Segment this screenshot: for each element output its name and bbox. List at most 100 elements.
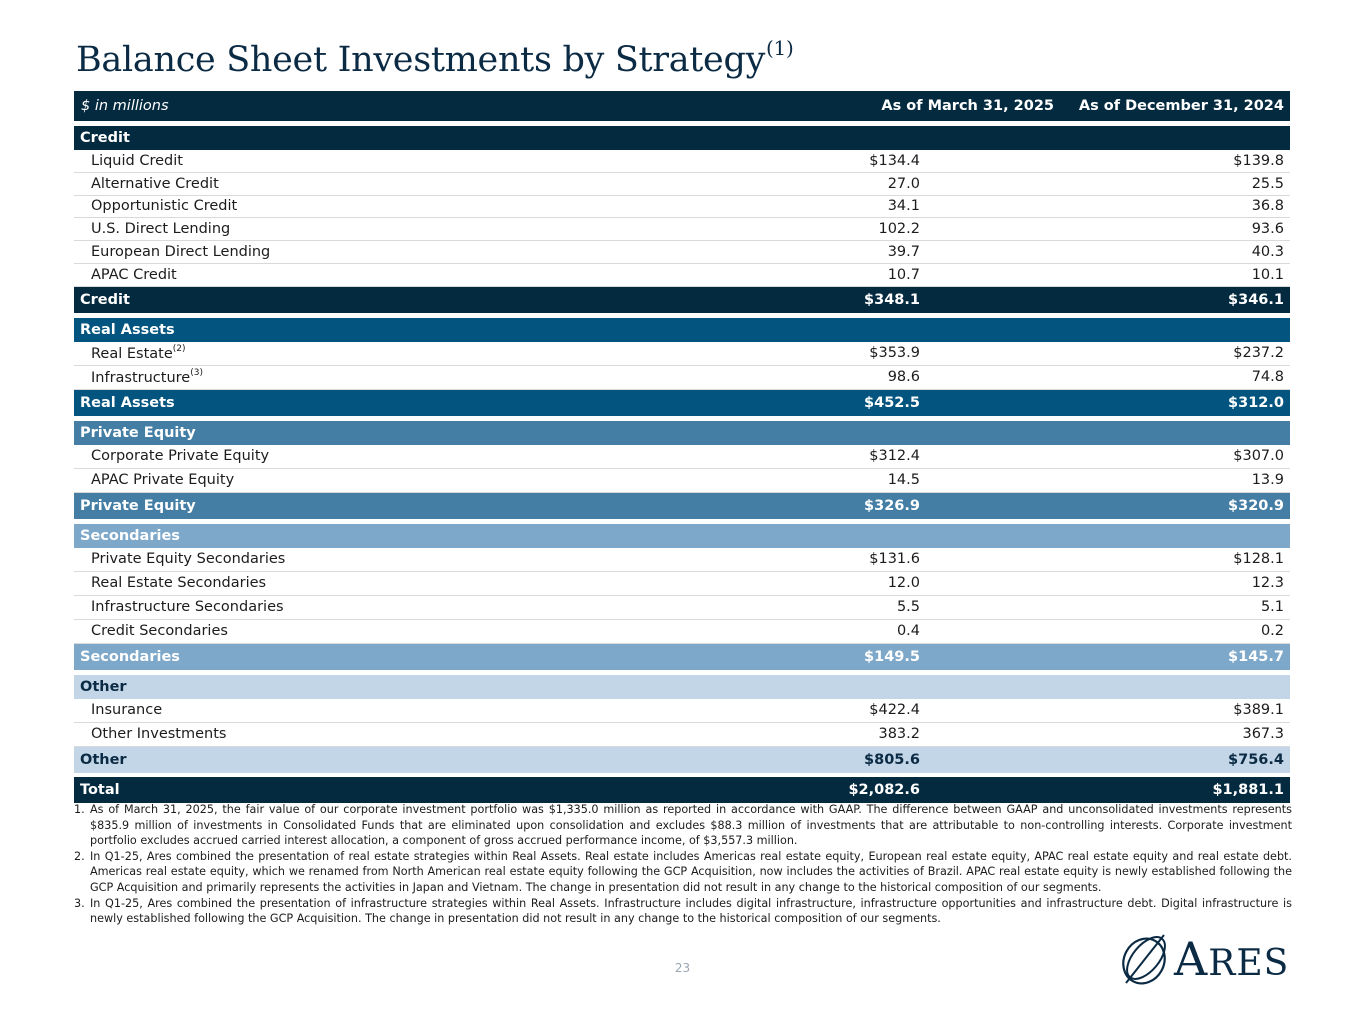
row-value-2024: 13.9 — [1251, 472, 1284, 489]
row-label: Credit Secondaries — [91, 623, 228, 640]
row-value-2024: 12.3 — [1251, 575, 1284, 592]
subtotal-row-credit: Credit $348.1 $346.1 — [74, 286, 1290, 313]
row-value-2024: $237.2 — [1233, 345, 1284, 362]
row-label: Other Investments — [91, 726, 227, 743]
column-header-march-2025: As of March 31, 2025 — [881, 98, 1054, 114]
investments-table: $ in millions As of March 31, 2025 As of… — [74, 91, 1290, 803]
row-value-2025: $353.9 — [869, 345, 920, 362]
table-row: European Direct Lending 39.7 40.3 — [74, 241, 1290, 264]
table-row: Corporate Private Equity $312.4 $307.0 — [74, 445, 1290, 469]
row-value-2025: 383.2 — [878, 726, 920, 743]
section-header-real-assets: Real Assets — [74, 317, 1290, 342]
grand-total-row: Total $2,082.6 $1,881.1 — [74, 776, 1290, 803]
subtotal-value-2025: $452.5 — [864, 394, 920, 411]
table-header: $ in millions As of March 31, 2025 As of… — [74, 91, 1290, 121]
table-row: Liquid Credit $134.4 $139.8 — [74, 150, 1290, 173]
table-row: Insurance $422.4 $389.1 — [74, 699, 1290, 723]
subtotal-label: Real Assets — [80, 394, 175, 411]
footnote-number: 2. — [74, 849, 85, 863]
row-label: Real Estate Secondaries — [91, 575, 267, 592]
subtotal-value-2024: $320.9 — [1228, 497, 1284, 514]
page-title: Balance Sheet Investments by Strategy(1) — [76, 36, 794, 80]
table-row: APAC Private Equity 14.5 13.9 — [74, 469, 1290, 493]
row-value-2024: $139.8 — [1233, 152, 1284, 169]
section-heading: Credit — [80, 130, 130, 146]
ares-logo: ARES — [1120, 930, 1305, 988]
table-row: Other Investments 383.2 367.3 — [74, 723, 1290, 747]
row-value-2025: $422.4 — [869, 702, 920, 719]
section-heading: Real Assets — [80, 321, 175, 338]
subtotal-value-2025: $805.6 — [864, 751, 920, 768]
table-row: U.S. Direct Lending 102.2 93.6 — [74, 218, 1290, 242]
subtotal-label: Credit — [80, 291, 130, 308]
subtotal-row-real-assets: Real Assets $452.5 $312.0 — [74, 389, 1290, 416]
subtotal-value-2024: $145.7 — [1228, 648, 1284, 665]
row-value-2024: 5.1 — [1260, 599, 1284, 616]
row-value-2025: 14.5 — [887, 472, 920, 489]
row-label: Opportunistic Credit — [91, 198, 238, 215]
subtotal-row-other: Other $805.6 $756.4 — [74, 746, 1290, 773]
row-value-2024: 10.1 — [1251, 266, 1284, 283]
footnote-number: 3. — [74, 896, 85, 910]
table-row: APAC Credit 10.7 10.1 — [74, 264, 1290, 287]
table-row: Infrastructure Secondaries 5.5 5.1 — [74, 596, 1290, 620]
subtotal-value-2025: $326.9 — [864, 497, 920, 514]
row-label: European Direct Lending — [91, 244, 271, 261]
footnote: 3. In Q1-25, Ares combined the presentati… — [74, 896, 1292, 927]
subtotal-value-2024: $756.4 — [1228, 751, 1284, 768]
row-value-2024: 0.2 — [1260, 623, 1284, 640]
table-row: Real Estate(2) $353.9 $237.2 — [74, 342, 1290, 366]
row-value-2025: 10.7 — [887, 266, 920, 283]
subtotal-value-2024: $312.0 — [1228, 394, 1284, 411]
table-row: Credit Secondaries 0.4 0.2 — [74, 620, 1290, 644]
row-label-text: Infrastructure — [91, 370, 191, 387]
row-value-2024: 25.5 — [1251, 175, 1284, 192]
row-value-2025: $131.6 — [869, 551, 920, 568]
subtotal-row-secondaries: Secondaries $149.5 $145.7 — [74, 643, 1290, 670]
row-value-2024: $307.0 — [1233, 448, 1284, 465]
row-value-2025: $134.4 — [869, 152, 920, 169]
row-value-2025: 39.7 — [887, 244, 920, 261]
footnotes: 1. As of March 31, 2025, the fair value o… — [74, 802, 1292, 927]
row-value-2024: 40.3 — [1251, 244, 1284, 261]
table-row: Infrastructure(3) 98.6 74.8 — [74, 366, 1290, 390]
ares-logo-wordmark: ARES — [1174, 936, 1289, 982]
row-label: U.S. Direct Lending — [91, 221, 231, 238]
grand-total-label: Total — [80, 781, 120, 798]
row-value-2025: 34.1 — [887, 198, 920, 215]
section-header-credit: Credit — [74, 126, 1290, 150]
subtotal-value-2025: $348.1 — [864, 291, 920, 308]
footnote: 1. As of March 31, 2025, the fair value o… — [74, 802, 1292, 849]
subtotal-row-private-equity: Private Equity $326.9 $320.9 — [74, 492, 1290, 519]
row-label: Insurance — [91, 702, 163, 719]
row-value-2025: 12.0 — [887, 575, 920, 592]
unit-label: $ in millions — [81, 98, 169, 114]
row-value-2025: 98.6 — [887, 369, 920, 386]
footnote-marker: (2) — [172, 344, 186, 355]
footnote-text: In Q1-25, Ares combined the presentation… — [90, 849, 1292, 894]
row-label: Infrastructure Secondaries — [91, 599, 284, 616]
row-label: Liquid Credit — [91, 152, 183, 169]
row-value-2024: 93.6 — [1251, 221, 1284, 238]
row-value-2025: 102.2 — [878, 221, 920, 238]
row-value-2024: 74.8 — [1251, 369, 1284, 386]
logo-initial: A — [1174, 932, 1209, 986]
footnote-text: As of March 31, 2025, the fair value of … — [90, 803, 1292, 848]
subtotal-label: Private Equity — [80, 497, 196, 514]
row-value-2025: 5.5 — [896, 599, 920, 616]
row-value-2025: 27.0 — [887, 175, 920, 192]
section-header-secondaries: Secondaries — [74, 523, 1290, 548]
column-header-december-2024: As of December 31, 2024 — [1078, 98, 1284, 114]
row-value-2025: $312.4 — [869, 448, 920, 465]
row-label: Corporate Private Equity — [91, 448, 270, 465]
table-row: Real Estate Secondaries 12.0 12.3 — [74, 572, 1290, 596]
row-value-2024: $128.1 — [1233, 551, 1284, 568]
subtotal-value-2025: $149.5 — [864, 648, 920, 665]
ares-logo-mark-icon — [1122, 934, 1166, 985]
section-heading: Secondaries — [80, 527, 180, 544]
footnote-text: In Q1-25, Ares combined the presentation… — [90, 896, 1292, 926]
table-row: Alternative Credit 27.0 25.5 — [74, 173, 1290, 196]
table-row: Private Equity Secondaries $131.6 $128.1 — [74, 548, 1290, 572]
grand-total-value-2025: $2,082.6 — [848, 781, 920, 798]
row-label: Private Equity Secondaries — [91, 551, 286, 568]
